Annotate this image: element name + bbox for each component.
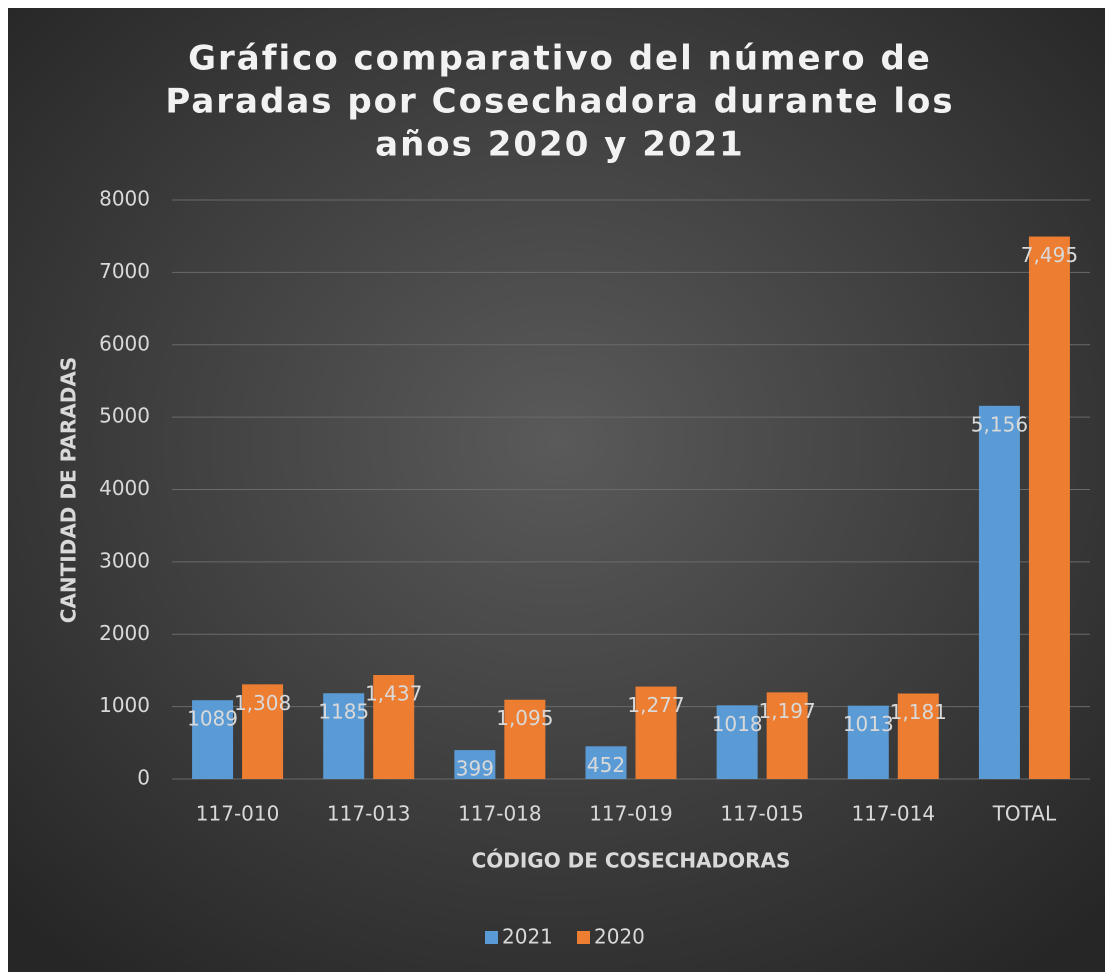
bar [897,693,939,779]
data-label: 7,495 [1021,243,1078,267]
data-label: 452 [587,753,625,777]
data-label: 1,095 [496,706,553,730]
y-tick-label: 8000 [99,187,150,211]
y-tick-label: 3000 [99,548,150,572]
bar [454,750,496,779]
x-tick-label: 117-019 [589,802,673,826]
bar [585,746,627,779]
bar [635,686,677,779]
chart-title: Gráfico comparativo del número de [188,39,932,79]
data-label: 1,308 [234,691,291,715]
y-tick-label: 4000 [99,476,150,500]
legend-label: 2020 [594,925,645,949]
bar [192,700,234,779]
x-tick-label: 117-013 [327,802,411,826]
data-label: 1,437 [365,681,422,705]
chart-title: Paradas por Cosechadora durante los [165,82,954,122]
data-label: 1089 [187,707,238,731]
bar [766,692,808,779]
bar [716,705,758,779]
bar [373,674,415,779]
bar [242,684,284,779]
bar [1028,236,1070,779]
bar [323,693,365,779]
data-label: 399 [456,757,494,781]
legend-swatch [577,931,590,944]
data-label: 1185 [318,700,369,724]
y-tick-label: 1000 [99,693,150,717]
data-label: 1018 [712,712,763,736]
data-label: 1,197 [759,699,816,723]
y-tick-label: 7000 [99,259,150,283]
x-tick-label: 117-010 [196,802,280,826]
bar [978,405,1020,779]
legend-label: 2021 [502,925,553,949]
x-tick-label: TOTAL [992,802,1057,826]
legend-swatch [485,931,498,944]
data-label: 1,181 [890,700,947,724]
x-tick-label: 117-018 [458,802,542,826]
y-tick-label: 2000 [99,621,150,645]
data-label: 1,277 [627,693,684,717]
y-tick-label: 6000 [99,331,150,355]
x-tick-label: 117-015 [720,802,804,826]
x-tick-label: 117-014 [851,802,935,826]
y-tick-label: 5000 [99,404,150,428]
x-axis-title: CÓDIGO DE COSECHADORAS [472,849,791,873]
bar [504,699,546,779]
y-tick-label: 0 [137,766,150,790]
chart-title: años 2020 y 2021 [375,125,745,165]
data-label: 1013 [843,712,894,736]
data-label: 5,156 [971,412,1028,436]
y-axis-title: CANTIDAD DE PARADAS [57,357,81,624]
bar [847,705,889,779]
